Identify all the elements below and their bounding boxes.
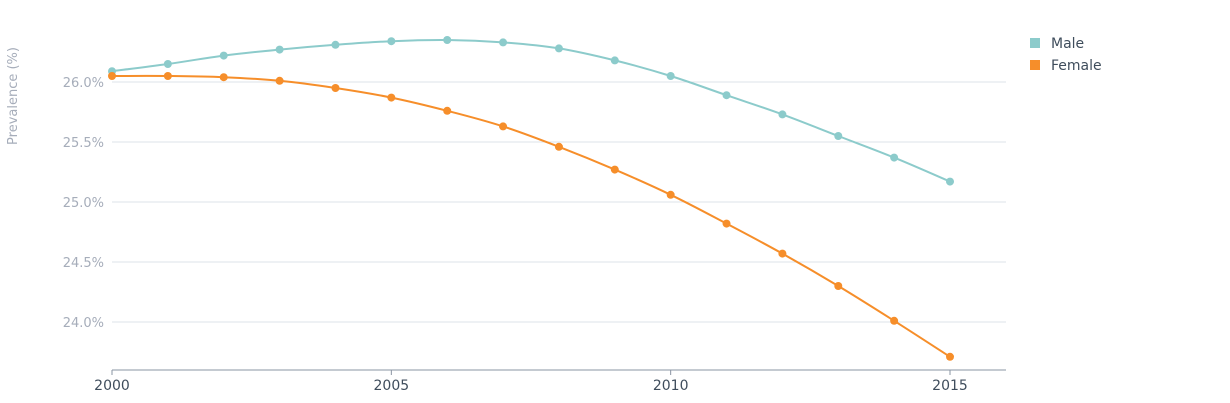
data-point[interactable] xyxy=(946,352,954,361)
y-axis-title: Prevalence (%) xyxy=(6,47,21,145)
series-male xyxy=(108,36,954,186)
data-point[interactable] xyxy=(219,51,228,60)
data-point[interactable] xyxy=(890,153,899,162)
data-point[interactable] xyxy=(275,76,284,85)
data-point[interactable] xyxy=(163,60,172,68)
data-point[interactable] xyxy=(722,219,731,228)
grid-lines xyxy=(112,81,1006,323)
axes: 24.0% 24.5% 25.0% 25.5% 26.0% 2000 2005 2010 201… xyxy=(63,76,1006,394)
series-line-female xyxy=(111,74,951,358)
legend: Male Female xyxy=(1030,36,1102,74)
data-point[interactable] xyxy=(778,249,787,258)
data-point[interactable] xyxy=(778,110,787,119)
y-tick-label: 24.5% xyxy=(63,256,104,271)
y-tick-label: 24.0% xyxy=(63,316,104,331)
data-point[interactable] xyxy=(610,165,619,174)
x-tick-label: 2000 xyxy=(94,378,130,394)
data-point[interactable] xyxy=(946,177,954,186)
legend-item-female[interactable]: Female xyxy=(1030,58,1102,74)
data-point[interactable] xyxy=(163,72,172,80)
data-point[interactable] xyxy=(219,73,228,82)
x-tick-label: 2010 xyxy=(653,378,689,394)
legend-label: Female xyxy=(1051,58,1102,74)
legend-swatch xyxy=(1030,60,1040,70)
data-point[interactable] xyxy=(890,316,899,325)
data-point[interactable] xyxy=(331,84,340,92)
y-tick-label: 25.5% xyxy=(63,136,104,151)
data-point[interactable] xyxy=(331,40,340,49)
data-point[interactable] xyxy=(387,93,396,102)
data-point[interactable] xyxy=(108,72,116,80)
series-group xyxy=(108,36,954,361)
data-point[interactable] xyxy=(275,45,284,54)
series-female xyxy=(108,72,954,361)
x-tick-label: 2005 xyxy=(374,378,410,394)
data-point[interactable] xyxy=(443,36,452,44)
legend-swatch xyxy=(1030,38,1040,48)
x-tick-label: 2015 xyxy=(932,378,968,394)
data-point[interactable] xyxy=(666,72,675,80)
legend-label: Male xyxy=(1051,36,1084,52)
y-tick-label: 26.0% xyxy=(63,76,104,91)
data-point[interactable] xyxy=(722,91,731,100)
data-point[interactable] xyxy=(666,190,675,199)
y-tick-label: 25.0% xyxy=(63,196,104,211)
data-point[interactable] xyxy=(834,132,843,140)
data-point[interactable] xyxy=(554,142,563,151)
data-point[interactable] xyxy=(499,38,508,47)
data-point[interactable] xyxy=(610,56,619,65)
data-point[interactable] xyxy=(499,122,508,131)
data-point[interactable] xyxy=(387,37,396,46)
data-point[interactable] xyxy=(443,106,452,115)
legend-item-male[interactable]: Male xyxy=(1030,36,1084,52)
series-line-male xyxy=(111,38,951,183)
data-point[interactable] xyxy=(834,282,843,290)
data-point[interactable] xyxy=(554,44,563,53)
